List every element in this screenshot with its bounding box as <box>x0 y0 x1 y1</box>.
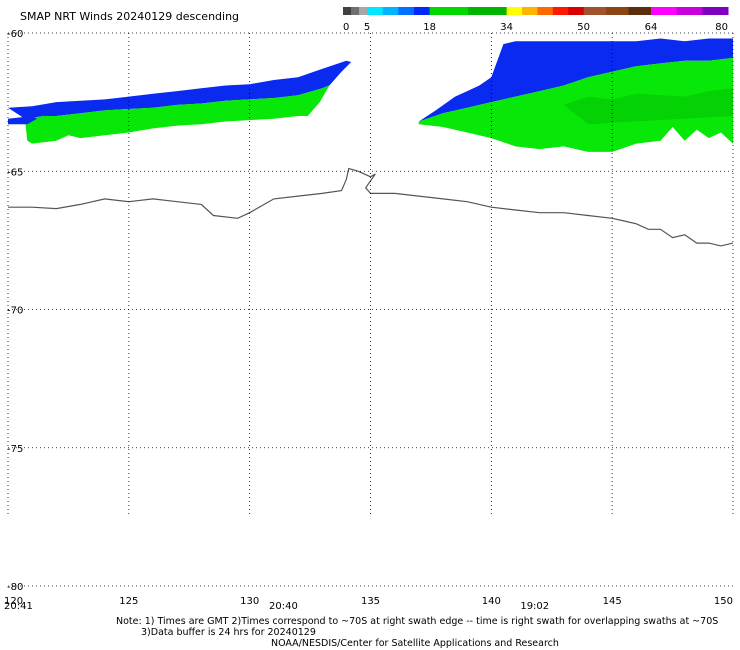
colorbar-cell <box>343 7 352 15</box>
latitude-label: -80 <box>7 582 23 593</box>
green-wind-band <box>24 85 330 144</box>
axis-labels: -60 -65 -70 -75 -80 120 125 130 135 140 145 150 20:4… <box>4 29 733 612</box>
blue-wind-band <box>418 38 733 122</box>
coastline-path <box>8 167 734 247</box>
swath-west <box>8 60 352 144</box>
footnote-line-1: Note: 1) Times are GMT 2)Times correspon… <box>116 616 719 627</box>
colorbar-cell <box>583 7 607 15</box>
dark-green-wind-band <box>563 88 733 125</box>
colorbar-cell <box>413 7 431 15</box>
wind-speed-colorbar <box>343 7 729 15</box>
swath-time-label: 19:02 <box>520 601 549 612</box>
colorbar-cell <box>367 7 384 15</box>
longitude-label: 135 <box>361 596 380 607</box>
longitude-label: 145 <box>603 596 622 607</box>
latitude-label: -60 <box>7 29 23 40</box>
colorbar-cell <box>468 7 508 15</box>
colorbar-tick-label: 5 <box>364 22 370 33</box>
colorbar-tick-label: 18 <box>423 22 436 33</box>
longitude-label: 120 <box>4 596 23 607</box>
longitude-label: 125 <box>119 596 138 607</box>
blue-wind-band <box>8 60 352 119</box>
longitude-label: 130 <box>240 596 259 607</box>
green-wind-band <box>418 57 733 152</box>
colorbar-cell <box>398 7 415 15</box>
colorbar-cell <box>506 7 523 15</box>
colorbar-cell <box>651 7 678 15</box>
colorbar-tick-label: 50 <box>577 22 590 33</box>
colorbar-tick-label: 0 <box>343 22 349 33</box>
latitude-label: -70 <box>7 306 23 317</box>
colorbar-cell <box>568 7 585 15</box>
longitude-label: 150 <box>714 596 733 607</box>
longitude-label: 140 <box>482 596 501 607</box>
colorbar-cell <box>606 7 630 15</box>
latitude-label: -75 <box>7 444 23 455</box>
colorbar-tick-label: 64 <box>645 22 658 33</box>
colorbar-cell <box>537 7 554 15</box>
antarctic-coastline <box>8 167 734 247</box>
colorbar-cell <box>351 7 360 15</box>
colorbar-cell <box>676 7 703 15</box>
lat-lon-grid <box>7 32 734 587</box>
colorbar-tick-labels: 0 5 18 34 50 64 80 <box>343 22 728 33</box>
swath-time-label: 20:40 <box>269 601 298 612</box>
swath-east <box>418 38 733 152</box>
colorbar-cell <box>382 7 399 15</box>
latitude-label: -65 <box>7 167 23 178</box>
colorbar-tick-label: 34 <box>500 22 513 33</box>
colorbar-cell <box>359 7 368 15</box>
blue-wind-band <box>8 116 37 125</box>
colorbar-cell <box>702 7 729 15</box>
wind-swaths <box>8 38 733 152</box>
colorbar-cell <box>429 7 469 15</box>
footnote-line-2: 3)Data buffer is 24 hrs for 20240129 <box>141 627 316 638</box>
swath-time-label: 20:41 <box>4 601 33 612</box>
colorbar-cell <box>522 7 538 15</box>
colorbar-cell <box>628 7 652 15</box>
figure-title: SMAP NRT Winds 20240129 descending <box>20 10 239 23</box>
credit-line: NOAA/NESDIS/Center for Satellite Applica… <box>271 638 559 649</box>
colorbar-cell <box>552 7 569 15</box>
colorbar-tick-label: 80 <box>715 22 728 33</box>
